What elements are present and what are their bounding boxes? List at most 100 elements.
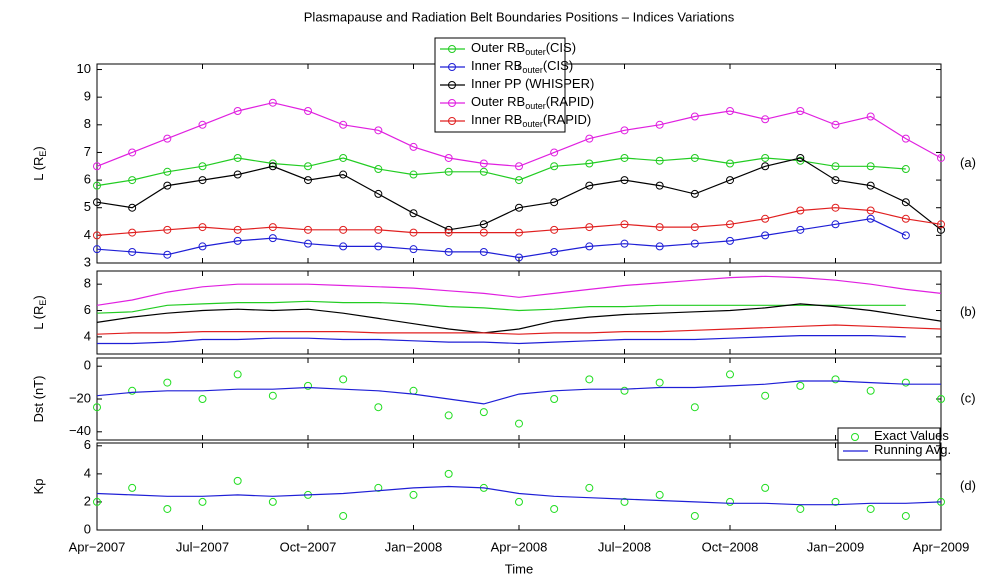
data-point — [339, 511, 348, 520]
data-point — [233, 153, 242, 162]
data-point — [831, 203, 840, 212]
data-point — [726, 159, 734, 168]
data-point — [620, 220, 629, 229]
data-point — [761, 391, 770, 400]
data-point — [761, 231, 770, 240]
data-point — [620, 239, 629, 248]
data-point — [93, 181, 101, 190]
data-point — [339, 153, 348, 162]
y-tick-label: 7 — [84, 144, 91, 159]
data-point — [655, 223, 664, 232]
data-point — [655, 490, 664, 499]
data-point — [409, 228, 418, 237]
data-point — [479, 247, 488, 256]
data-point — [163, 504, 172, 513]
data-point — [831, 497, 840, 506]
legend-swatch — [448, 81, 456, 89]
series-line — [96, 324, 942, 335]
data-point — [585, 223, 594, 232]
data-point — [374, 403, 383, 412]
data-point — [901, 214, 910, 223]
y-tick-label: 6 — [84, 302, 91, 317]
data-point — [796, 225, 805, 234]
data-point — [409, 170, 418, 179]
data-point — [550, 504, 559, 513]
legend-label: Inner RBouter(CIS) — [471, 58, 573, 75]
y-axis-label-part: Kp — [31, 479, 46, 495]
data-point — [726, 497, 734, 506]
y-axis-label-part: E — [38, 151, 48, 157]
data-point — [515, 419, 523, 428]
data-point — [515, 228, 523, 237]
data-point — [761, 115, 770, 124]
data-point — [585, 181, 594, 190]
data-point — [901, 198, 910, 207]
data-point — [620, 386, 629, 395]
data-point — [550, 162, 559, 171]
chart-title: Plasmapause and Radiation Belt Boundarie… — [304, 9, 735, 24]
data-point — [690, 153, 699, 162]
data-point — [655, 242, 664, 251]
data-point — [585, 134, 594, 143]
data-point — [374, 126, 383, 135]
data-point — [409, 142, 418, 151]
data-point — [163, 225, 172, 234]
x-tick-label: Jan−2008 — [385, 539, 442, 554]
data-point — [93, 497, 101, 506]
data-point — [268, 391, 277, 400]
data-point — [901, 231, 910, 240]
data-point — [690, 239, 699, 248]
data-point — [866, 386, 875, 395]
data-point — [585, 159, 594, 168]
legend-label: Running Avg. — [874, 442, 951, 457]
data-point — [937, 220, 945, 229]
data-point — [268, 159, 277, 168]
y-tick-label: 9 — [84, 89, 91, 104]
legend-label-part: (RAPID) — [546, 94, 594, 109]
legend-label-part: Running Avg. — [874, 442, 951, 457]
data-point — [93, 245, 101, 254]
data-point — [268, 98, 277, 107]
data-point — [690, 403, 699, 412]
x-tick-label: Apr−2008 — [491, 539, 548, 554]
legend-label-part: (CIS) — [546, 40, 576, 55]
y-axis-label: Kp — [31, 479, 46, 495]
legend-label-part: outer — [522, 119, 543, 129]
data-point — [901, 165, 910, 174]
data-point — [726, 106, 734, 115]
data-point — [655, 378, 664, 387]
series-line — [96, 157, 942, 231]
y-axis-label-part: ) — [31, 295, 46, 299]
data-point — [479, 220, 488, 229]
x-tick-label: Oct−2008 — [702, 539, 759, 554]
data-point — [444, 228, 453, 237]
y-tick-label: 6 — [84, 172, 91, 187]
data-point — [444, 411, 453, 420]
legend-swatch — [448, 63, 456, 71]
data-point — [726, 236, 734, 245]
data-point — [796, 206, 805, 215]
y-axis-label-part: Dst (nT) — [31, 376, 46, 423]
data-point — [479, 228, 488, 237]
data-point — [163, 181, 172, 190]
data-point — [374, 483, 383, 492]
data-point — [304, 225, 312, 234]
data-point — [163, 250, 172, 259]
data-point — [831, 375, 840, 384]
data-point — [268, 497, 277, 506]
legend-label-part: Outer RB — [471, 40, 525, 55]
data-point — [374, 189, 383, 198]
data-point — [233, 370, 242, 379]
data-point — [128, 228, 137, 237]
data-point — [901, 378, 910, 387]
data-point — [585, 242, 594, 251]
panel-label: (a) — [960, 155, 976, 170]
data-point — [866, 206, 875, 215]
panel-label: (d) — [960, 478, 976, 493]
series-line — [96, 218, 907, 259]
data-point — [585, 483, 594, 492]
data-point — [761, 162, 770, 171]
y-axis-label-part: E — [38, 300, 48, 306]
data-point — [233, 106, 242, 115]
legend-label: Inner RBouter(RAPID) — [471, 112, 591, 129]
